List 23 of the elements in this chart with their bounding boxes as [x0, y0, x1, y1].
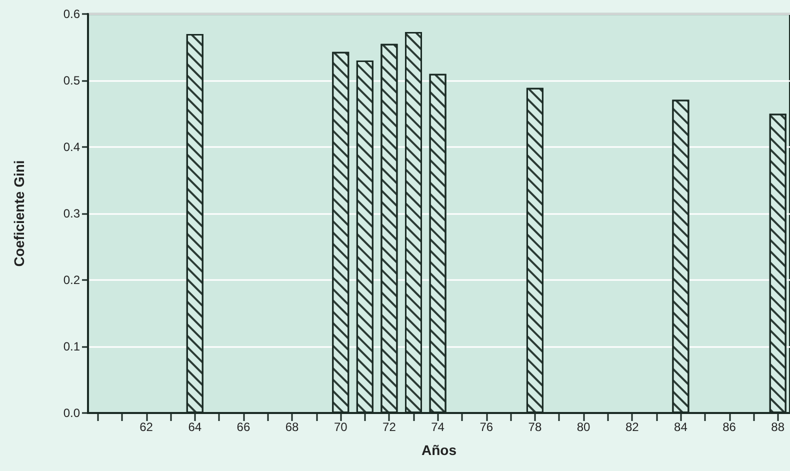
y-tick-label: 0.2	[63, 273, 80, 287]
y-tick-label: 0.5	[63, 74, 80, 88]
x-tick-label: 80	[576, 420, 591, 434]
x-tick-label: 64	[188, 420, 202, 434]
y-tick-label: 0.6	[63, 7, 80, 21]
y-tick-label: 0.4	[63, 140, 80, 154]
x-tick-label: 76	[480, 420, 494, 434]
x-tick-label: 74	[431, 420, 445, 434]
x-tick-label: 78	[528, 420, 542, 434]
x-tick-label: 82	[625, 420, 640, 434]
x-tick-label: 86	[722, 420, 736, 434]
x-tick-label: 62	[140, 420, 154, 434]
x-tick-label: 66	[236, 420, 250, 434]
x-tick-label: 70	[334, 420, 348, 434]
x-tick-label: 84	[674, 420, 688, 434]
x-tick-label: 88	[771, 420, 785, 434]
x-tick-label: 68	[285, 420, 300, 434]
x-axis-title: Años	[422, 442, 457, 458]
y-axis-title: Coeficiente Gini	[11, 160, 27, 267]
y-tick-label: 0.0	[63, 406, 80, 420]
y-tick-label: 0.3	[63, 206, 80, 220]
y-tick-label: 0.1	[63, 340, 80, 354]
x-tick-label: 72	[382, 420, 396, 434]
